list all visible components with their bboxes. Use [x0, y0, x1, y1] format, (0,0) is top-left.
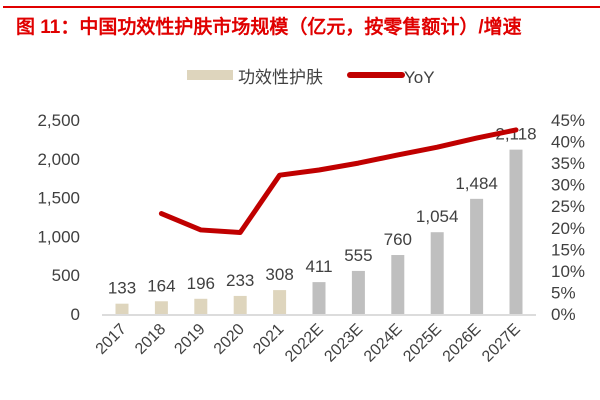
- bar-data-label: 233: [226, 271, 254, 290]
- right-axis-tick-label: 5%: [551, 283, 576, 302]
- bar-data-label: 164: [147, 276, 175, 295]
- right-axis-tick-label: 40%: [551, 133, 585, 152]
- x-axis-tick-label: 2020: [211, 321, 248, 358]
- bar-2017: [115, 303, 129, 314]
- left-axis-tick-label: 1,500: [37, 189, 80, 208]
- x-axis-tick-label: 2019: [171, 321, 208, 358]
- x-axis-tick-label: 2023E: [321, 321, 366, 366]
- right-axis-tick-label: 15%: [551, 240, 585, 259]
- bar-2025E: [430, 232, 444, 314]
- bar-2021: [273, 290, 287, 314]
- chart-title: 图 11：中国功效性护肤市场规模（亿元，按零售额计）/增速: [16, 17, 522, 38]
- right-axis-tick-label: 35%: [551, 154, 585, 173]
- left-axis-tick-label: 2,500: [37, 111, 80, 130]
- right-axis-tick-label: 45%: [551, 111, 585, 130]
- left-axis-tick-label: 0: [71, 305, 80, 324]
- bar-2022E: [312, 282, 326, 314]
- x-axis-tick-label: 2018: [132, 321, 169, 358]
- right-axis-tick-label: 10%: [551, 262, 585, 281]
- right-axis-tick-label: 25%: [551, 197, 585, 216]
- legend-label-bar: 功效性护肤: [238, 68, 323, 87]
- yoy-line: [158, 127, 519, 236]
- x-axis-tick-label: 2027E: [479, 321, 524, 366]
- bar-data-label: 555: [344, 246, 372, 265]
- bar-2020: [233, 295, 247, 314]
- bar-2024E: [391, 255, 405, 314]
- bar-data-label: 2,118: [495, 125, 536, 144]
- left-axis-tick-label: 1,000: [37, 227, 80, 246]
- bar-2019: [194, 298, 208, 314]
- x-axis-tick-label: 2026E: [440, 321, 485, 366]
- bar-data-label: 411: [305, 257, 332, 276]
- bar-2023E: [351, 270, 365, 314]
- bar-data-label: 760: [384, 230, 412, 249]
- title-rule: [3, 6, 600, 8]
- right-axis-tick-label: 0%: [551, 305, 576, 324]
- legend-label-line: YoY: [404, 68, 435, 87]
- left-axis-tick-label: 2,000: [37, 150, 80, 169]
- bar-2026E: [470, 198, 484, 314]
- legend-swatch-bar: [187, 70, 233, 80]
- bar-2027E: [509, 149, 523, 314]
- bar-2018: [154, 301, 168, 314]
- bar-data-label: 308: [265, 265, 293, 284]
- x-axis-tick-label: 2017: [93, 321, 130, 358]
- bar-data-label: 196: [187, 274, 215, 293]
- left-axis-tick-label: 500: [52, 266, 80, 285]
- bar-data-label: 133: [108, 279, 136, 298]
- right-axis-tick-label: 30%: [551, 176, 585, 195]
- x-axis-tick-label: 2024E: [361, 321, 406, 366]
- bar-data-label: 1,484: [455, 174, 498, 193]
- bar-data-label: 1,054: [416, 207, 459, 226]
- x-axis-tick-label: 2022E: [282, 321, 327, 366]
- right-axis-tick-label: 20%: [551, 219, 585, 238]
- x-axis-tick-label: 2025E: [400, 321, 445, 366]
